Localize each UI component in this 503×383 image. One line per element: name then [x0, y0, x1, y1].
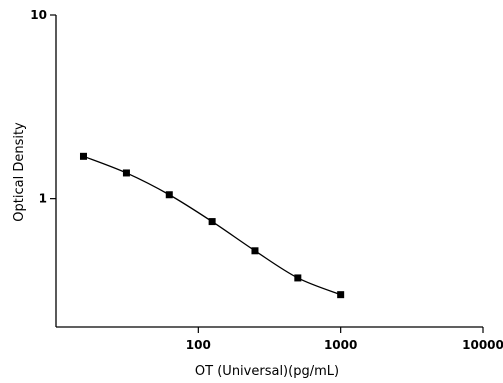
x-tick-label: 100: [186, 338, 211, 352]
x-axis-label: OT (Universal)(pg/mL): [195, 364, 339, 379]
fit-curve: [83, 155, 341, 296]
y-ticks: [50, 14, 56, 200]
x-ticks: [197, 327, 484, 333]
y-axis-label: Optical Density: [12, 122, 27, 222]
data-point: [122, 169, 130, 177]
x-tick-labels: 100 1000 10000: [186, 338, 503, 352]
x-tick-label: 10000: [462, 338, 503, 352]
x-tick-label: 1000: [324, 338, 357, 352]
data-point: [79, 152, 87, 160]
data-point: [294, 274, 302, 282]
data-point: [337, 291, 345, 299]
y-tick-label: 10: [30, 8, 47, 22]
y-tick-label: 1: [39, 192, 47, 206]
data-point: [165, 191, 173, 199]
data-points: [79, 152, 345, 299]
data-point: [251, 247, 259, 255]
data-point: [208, 218, 216, 226]
y-tick-labels: 1 10: [30, 8, 47, 206]
